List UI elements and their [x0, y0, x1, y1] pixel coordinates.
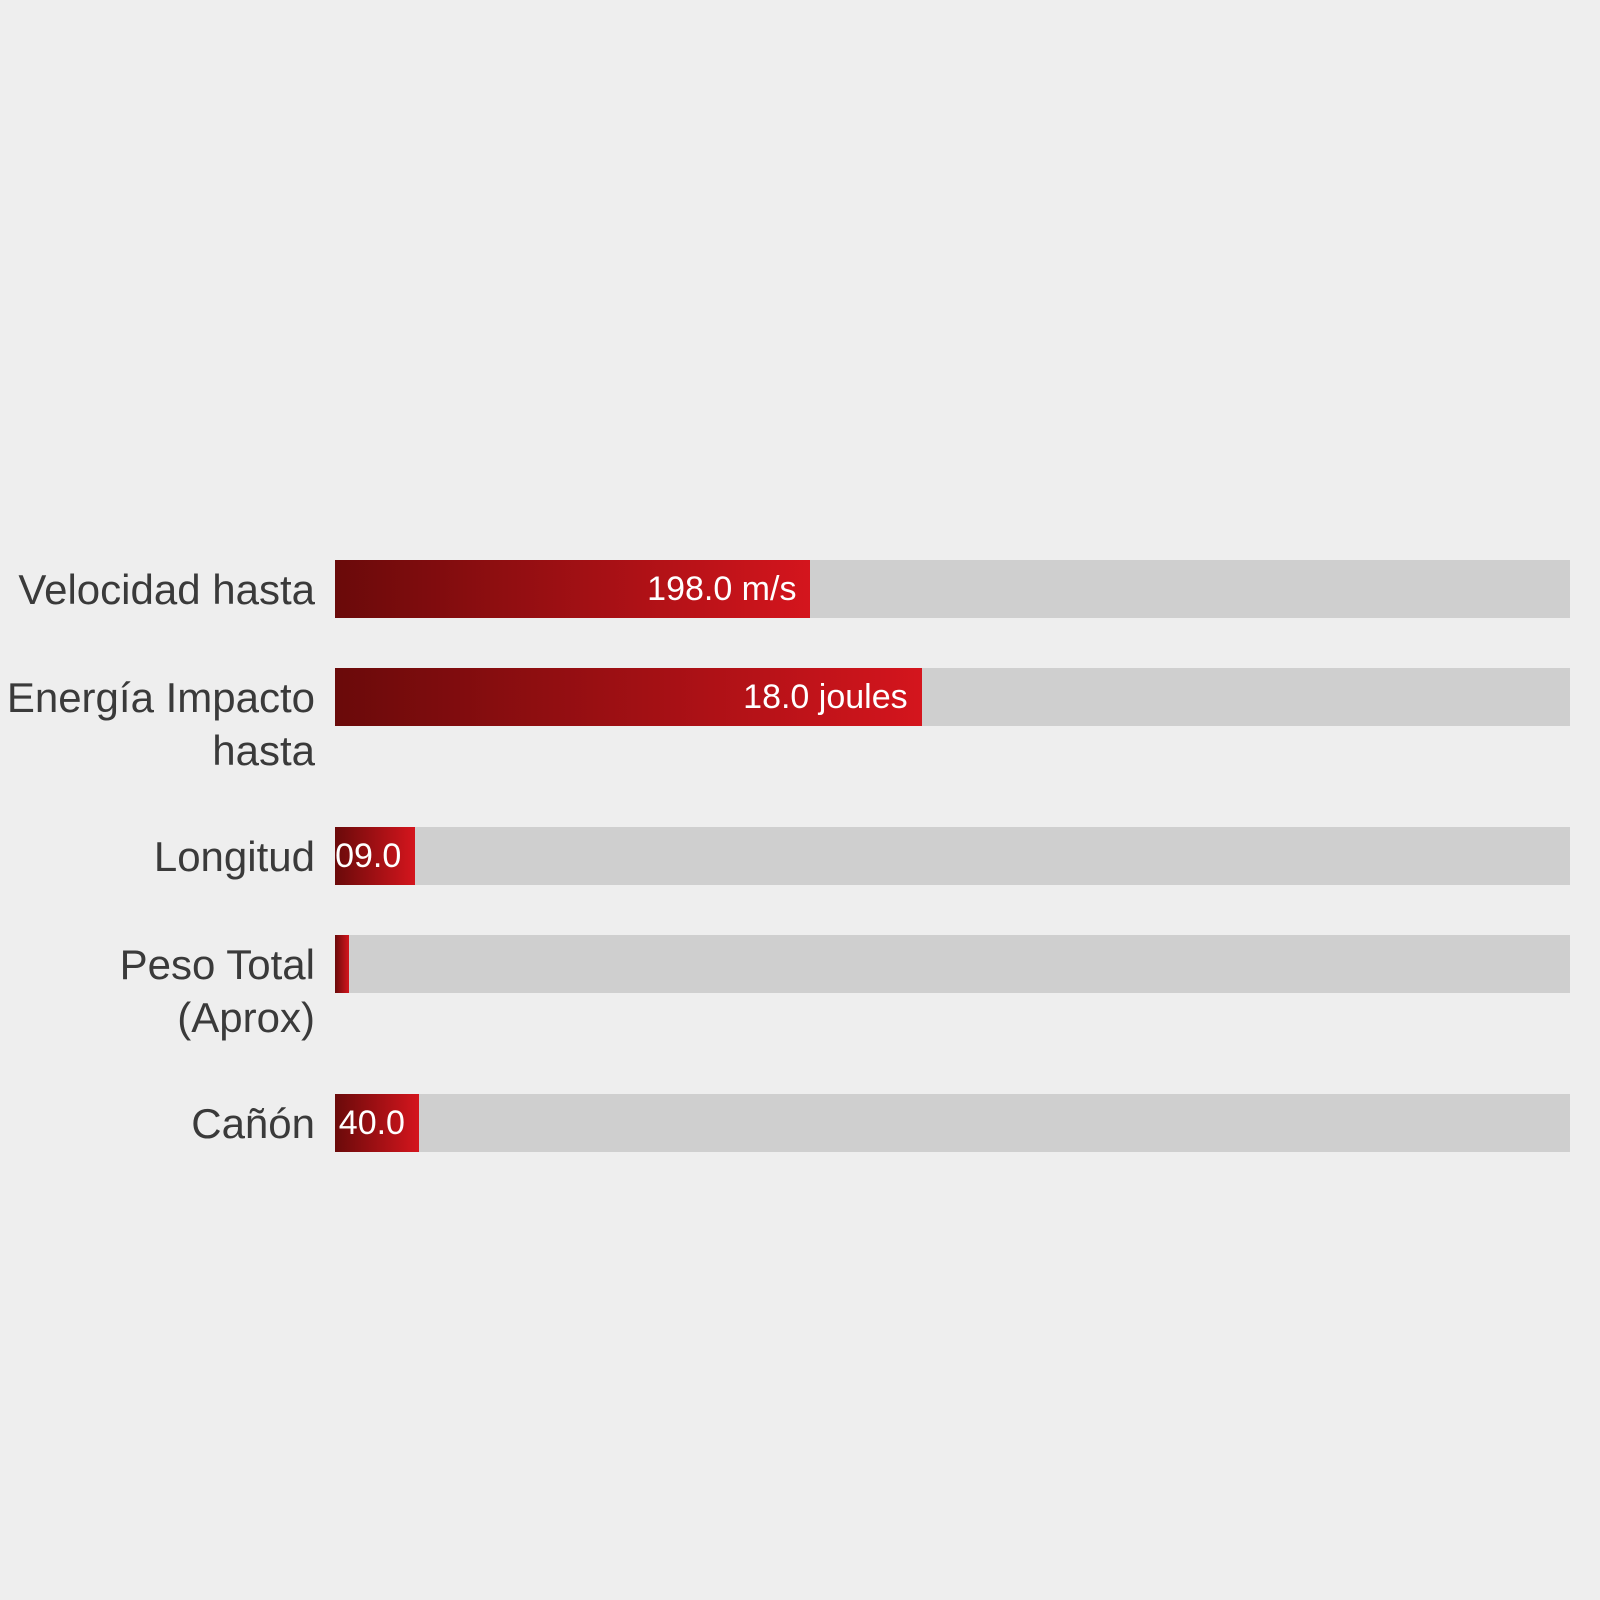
chart-bar-track [335, 935, 1570, 993]
chart-bar-fill: 40.0 [335, 1094, 419, 1152]
chart-row-label: Cañón [0, 1094, 335, 1151]
chart-bar-value: 09.0 [335, 837, 401, 876]
chart-row: Cañón40.0 [0, 1094, 1600, 1152]
chart-bar-track: 09.0 [335, 827, 1570, 885]
chart-row: Energía Impacto hasta 18.0 joules [0, 668, 1600, 777]
chart-bar-fill [335, 935, 349, 993]
chart-bar-fill: 18.0 joules [335, 668, 922, 726]
chart-bar-value: 40.0 [339, 1104, 405, 1143]
chart-bar-track: 40.0 [335, 1094, 1570, 1152]
chart-row: Velocidad hasta 198.0 m/s [0, 560, 1600, 618]
chart-row-label: Energía Impacto hasta [0, 668, 335, 777]
chart-row: Longitud09.0 [0, 827, 1600, 885]
chart-row-label: Velocidad hasta [0, 560, 335, 617]
chart-bar-value: 18.0 joules [743, 678, 907, 717]
chart-bar-fill: 198.0 m/s [335, 560, 810, 618]
chart-bar-track: 18.0 joules [335, 668, 1570, 726]
chart-bar-track: 198.0 m/s [335, 560, 1570, 618]
chart-row-label: Longitud [0, 827, 335, 884]
chart-bar-value: 198.0 m/s [647, 570, 796, 609]
chart-row-label: Peso Total (Aprox) [0, 935, 335, 1044]
spec-bar-chart: Velocidad hasta 198.0 m/s Energía Impacto … [0, 560, 1600, 1202]
chart-row: Peso Total (Aprox) [0, 935, 1600, 1044]
chart-bar-fill: 09.0 [335, 827, 415, 885]
